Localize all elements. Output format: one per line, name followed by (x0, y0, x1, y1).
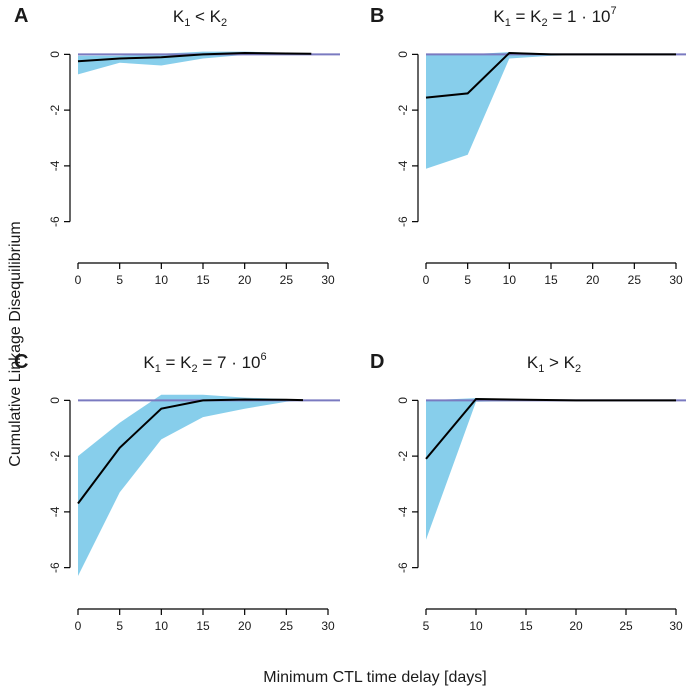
y-tick-label: 0 (48, 51, 62, 58)
title-pre: K (527, 353, 539, 372)
title-s1: 1 (505, 17, 511, 29)
x-tick-label: 15 (519, 619, 533, 633)
panel-b: B K1 = K2 = 1 · 107 0 -2 -4 -6 0 5 10 15 20 25 30 (370, 5, 686, 287)
x-tick-label: 30 (321, 273, 335, 287)
x-tick-label: 20 (586, 273, 600, 287)
uncertainty-band (78, 394, 303, 576)
x-tick-label: 30 (669, 273, 683, 287)
title-pre: K (173, 7, 185, 26)
title-s2: 2 (542, 17, 548, 29)
y-tick-label: -4 (396, 160, 410, 171)
x-tick-label: 25 (619, 619, 633, 633)
x-tick-label: 10 (155, 273, 169, 287)
panel-letter: D (370, 351, 384, 373)
mean-line (425, 51, 676, 99)
y-tick-label: 0 (48, 397, 62, 404)
y-tick-label: -2 (48, 104, 62, 115)
x-tick-label: 25 (280, 619, 294, 633)
x-tick-label: 25 (280, 273, 294, 287)
uncertainty-band (426, 398, 676, 540)
panel-d: D K1 > K20-2-4-65 10 15 20 25 30 (370, 351, 686, 633)
y-tick-label: -4 (48, 160, 62, 171)
title-mid: > K (544, 353, 575, 372)
title-s1: 1 (538, 363, 544, 375)
x-tick-label: 30 (321, 619, 335, 633)
panel-title: K1 < K2 (173, 7, 227, 29)
panel-letter: B (370, 5, 384, 27)
x-tick-label: 20 (238, 619, 252, 633)
x-tick-label: 0 (75, 619, 82, 633)
panel-title: K1 > K2 (527, 353, 581, 375)
panel-letter: C (14, 351, 28, 373)
title-s2: 2 (192, 363, 198, 375)
y-tick-label: -2 (396, 450, 410, 461)
x-tick-label: 10 (469, 619, 483, 633)
x-tick-label: 15 (196, 273, 210, 287)
x-tick-label: 0 (423, 273, 430, 287)
y-tick-label: -6 (396, 562, 410, 573)
x-tick-label: 30 (669, 619, 683, 633)
title-pre: K (493, 7, 505, 26)
panel-letter: A (14, 5, 28, 27)
title-s1: 1 (184, 17, 190, 29)
title-mid: = K (161, 353, 192, 372)
x-tick-label: 5 (116, 273, 123, 287)
title-mid: = K (511, 7, 542, 26)
y-axis-title: Cumulative Linkage Disequilibrium (7, 221, 24, 466)
y-tick-label: 0 (396, 51, 410, 58)
y-tick-label: -6 (48, 562, 62, 573)
panel-title: K1 = K2 = 7 · 106 (143, 351, 266, 375)
x-tick-label: 15 (196, 619, 210, 633)
x-tick-label: 20 (569, 619, 583, 633)
title-post: = 1 · 10 (548, 7, 611, 26)
x-tick-label: 10 (155, 619, 169, 633)
title-s2: 2 (575, 363, 581, 375)
title-mid: < K (190, 7, 221, 26)
mean-line (425, 397, 676, 460)
x-tick-label: 20 (238, 273, 252, 287)
title-post: = 7 · 10 (198, 353, 261, 372)
x-tick-label: 5 (116, 619, 123, 633)
y-tick-label: 0 (396, 397, 410, 404)
title-sup: 6 (261, 351, 267, 363)
title-pre: K (143, 353, 155, 372)
title-s1: 1 (155, 363, 161, 375)
y-tick-label: -6 (396, 216, 410, 227)
x-tick-label: 5 (464, 273, 471, 287)
mean-line (77, 51, 312, 63)
x-axis-title: Minimum CTL time delay [days] (263, 669, 486, 686)
x-tick-label: 0 (75, 273, 82, 287)
y-tick-label: -4 (396, 506, 410, 517)
mean-line (77, 398, 304, 505)
x-tick-label: 10 (503, 273, 517, 287)
x-tick-label: 25 (628, 273, 642, 287)
y-tick-label: -4 (48, 506, 62, 517)
y-tick-label: -2 (48, 450, 62, 461)
uncertainty-band (426, 52, 676, 169)
y-tick-label: -2 (396, 104, 410, 115)
title-s2: 2 (221, 17, 227, 29)
x-tick-label: 5 (423, 619, 430, 633)
title-sup: 7 (611, 5, 617, 17)
y-tick-label: -6 (48, 216, 62, 227)
panel-title: K1 = K2 = 1 · 107 (493, 5, 616, 29)
panel-c: C K1 = K2 = 7 · 106 0 -2 -4 -6 0 5 10 15 20 25 30 (14, 351, 340, 633)
panel-a: A K1 < K20-2-4-60 5 10 15 20 25 30 (14, 5, 340, 287)
x-tick-label: 15 (544, 273, 558, 287)
